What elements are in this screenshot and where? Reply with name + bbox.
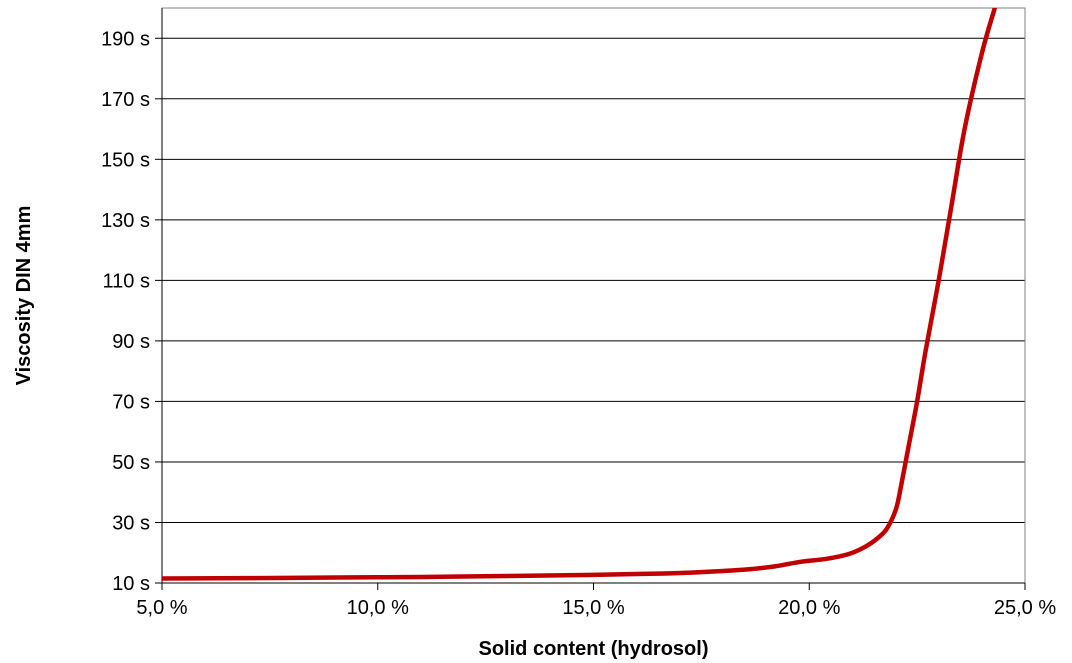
x-tick-label: 10,0 % [347, 597, 409, 619]
x-axis-title: Solid content (hydrosol) [479, 638, 709, 660]
axis-layer: 10 s 30 s 50 s 70 s 90 s 110 s 130 s 150 s 170 s… [101, 8, 1056, 619]
y-tick-label: 70 s [112, 391, 150, 413]
y-tick-label: 90 s [112, 331, 150, 353]
plot-frame [161, 7, 1026, 584]
y-axis-title: Viscosity DIN 4mm [13, 206, 35, 386]
y-tick-label: 30 s [112, 512, 150, 534]
y-tick-label: 150 s [101, 149, 150, 171]
y-tick-label: 110 s [103, 270, 150, 292]
x-tick-label: 15,0 % [562, 597, 624, 619]
x-tick-label: 5,0 % [136, 597, 187, 619]
y-tick-label: 130 s [101, 210, 150, 232]
y-tick-label: 170 s [101, 89, 150, 111]
y-tick-label: 50 s [112, 452, 150, 474]
grid-layer [162, 37, 1025, 584]
x-tick-label: 20,0 % [778, 597, 840, 619]
y-tick-label: 10 s [112, 573, 150, 595]
x-tick-label: 25,0 % [994, 597, 1056, 619]
series-line-0 [162, 8, 998, 581]
y-tick-label: 190 s [101, 28, 150, 50]
series-layer [162, 8, 998, 581]
